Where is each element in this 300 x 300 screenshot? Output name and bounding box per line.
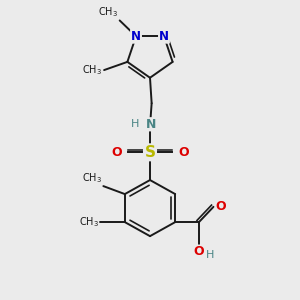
Text: O: O [215, 200, 226, 213]
Text: H: H [131, 119, 140, 129]
Text: O: O [111, 146, 122, 159]
Text: CH$_3$: CH$_3$ [82, 171, 102, 184]
Text: CH$_3$: CH$_3$ [82, 63, 103, 77]
Text: O: O [194, 245, 204, 258]
Text: CH$_3$: CH$_3$ [98, 5, 118, 19]
Text: O: O [178, 146, 189, 159]
Text: N: N [131, 30, 141, 43]
Text: CH$_3$: CH$_3$ [79, 215, 99, 229]
Text: H: H [206, 250, 214, 260]
Text: N: N [159, 30, 169, 43]
Text: N: N [146, 118, 156, 131]
Text: S: S [145, 145, 155, 160]
